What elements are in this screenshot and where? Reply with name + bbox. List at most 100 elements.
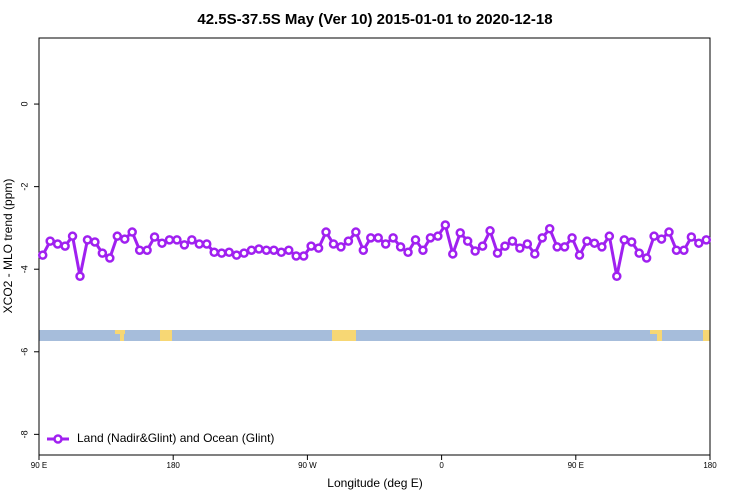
data-point — [343, 236, 354, 246]
data-point — [619, 235, 630, 245]
data-point — [433, 231, 443, 241]
data-point — [448, 249, 458, 259]
data-point — [671, 245, 682, 255]
data-point — [656, 234, 667, 244]
data-point — [537, 233, 547, 243]
x-tick-label: 90 E — [31, 461, 47, 470]
data-point — [597, 242, 607, 252]
data-point — [686, 232, 697, 242]
data-point — [269, 245, 279, 255]
data-point — [134, 245, 145, 255]
data-point — [284, 245, 294, 255]
data-point — [187, 235, 197, 245]
data-point — [179, 240, 190, 250]
data-point — [336, 242, 346, 252]
data-point — [380, 239, 391, 249]
data-point — [202, 239, 212, 249]
data-point — [224, 247, 234, 258]
data-point — [694, 238, 704, 248]
x-tick-label: 90 W — [298, 461, 317, 470]
x-tick-label: 0 — [439, 461, 444, 470]
data-point — [649, 231, 659, 241]
data-point — [261, 245, 272, 255]
data-point — [574, 250, 585, 260]
data-point — [641, 253, 652, 263]
data-point — [589, 238, 600, 248]
data-point — [634, 248, 644, 258]
data-point — [298, 251, 309, 261]
data-point — [328, 239, 339, 249]
data-point — [604, 231, 615, 241]
data-point — [216, 248, 227, 258]
legend-box — [43, 425, 283, 453]
x-tick-label: 90 E — [568, 461, 584, 470]
data-point — [276, 247, 287, 258]
data-point — [52, 239, 63, 249]
data-point — [112, 231, 123, 241]
data-point — [97, 248, 108, 258]
data-point — [410, 235, 421, 245]
data-point — [82, 235, 93, 245]
data-point — [664, 227, 674, 237]
data-point — [306, 241, 316, 251]
data-point — [544, 223, 555, 234]
data-point — [485, 226, 495, 236]
data-point — [37, 250, 48, 260]
x-axis-label: Longitude (deg E) — [327, 476, 422, 490]
data-point — [157, 238, 167, 248]
chart-title: 42.5S-37.5S May (Ver 10) 2015-01-01 to 2… — [197, 11, 552, 28]
data-point — [239, 248, 249, 258]
data-point — [582, 236, 592, 246]
data-point — [507, 236, 518, 246]
data-point — [194, 239, 205, 249]
data-point — [477, 241, 488, 251]
data-point — [321, 227, 331, 237]
y-tick-label: 0 — [19, 102, 29, 107]
data-point — [105, 253, 115, 263]
y-axis-label: XCO2 - MLO trend (ppm) — [1, 179, 15, 314]
data-point — [500, 241, 510, 251]
data-point — [701, 235, 712, 245]
data-point — [388, 233, 398, 243]
x-tick-label: 180 — [703, 461, 717, 470]
data-point — [612, 271, 622, 281]
data-point — [60, 241, 70, 251]
data-point — [373, 233, 383, 243]
data-point — [418, 245, 428, 255]
data-point — [366, 233, 376, 243]
y-tick-label: -8 — [19, 430, 29, 438]
data-point — [127, 227, 137, 237]
data-point — [75, 271, 85, 281]
data-point — [67, 231, 78, 241]
data-point — [246, 245, 257, 255]
surface-strip — [39, 330, 710, 341]
data-point — [552, 242, 562, 252]
data-point — [455, 228, 465, 238]
data-point — [395, 242, 406, 252]
y-tick-label: -2 — [19, 183, 29, 191]
data-point — [425, 233, 436, 243]
data-point — [291, 251, 301, 261]
data-point — [119, 234, 130, 244]
data-point — [440, 220, 451, 230]
data-point — [358, 245, 369, 255]
legend-marker — [53, 434, 63, 444]
data-point — [45, 236, 55, 246]
data-point — [254, 244, 264, 254]
data-point — [530, 249, 540, 259]
data-point — [142, 245, 152, 255]
y-tick-label: -4 — [19, 265, 29, 273]
data-point — [522, 239, 533, 249]
plot-frame — [38, 37, 711, 456]
data-point — [351, 227, 361, 237]
data-point — [559, 242, 570, 252]
data-point — [172, 235, 182, 245]
data-point — [149, 232, 160, 242]
data-point — [626, 237, 637, 247]
data-point — [90, 237, 100, 247]
data-point — [567, 233, 577, 243]
data-point — [403, 247, 413, 258]
y-tick-label: -6 — [19, 348, 29, 356]
data-point — [313, 243, 324, 253]
